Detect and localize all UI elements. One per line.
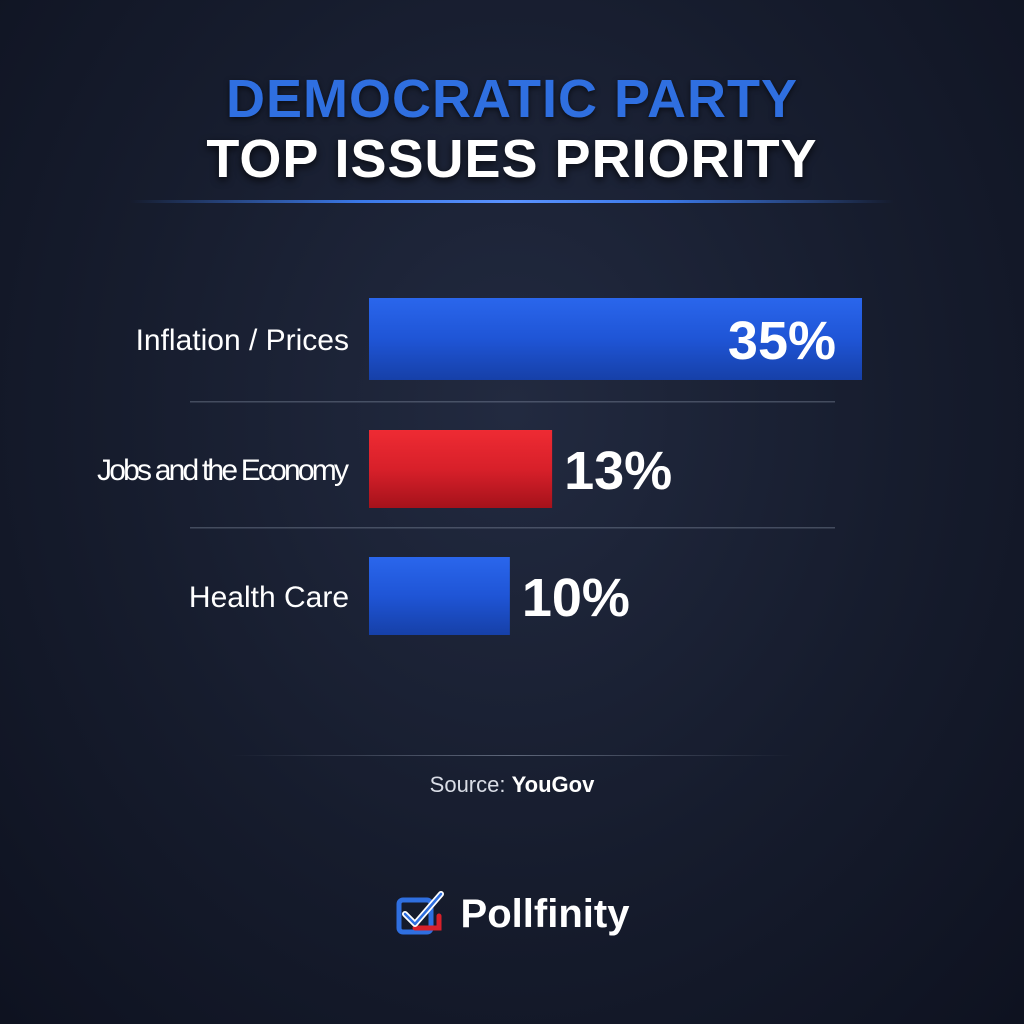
value-label-1: 13%	[564, 441, 672, 501]
row-divider-0	[190, 401, 835, 403]
chart-title-line1: DEMOCRATIC PARTY	[226, 69, 798, 129]
bar-2	[369, 557, 510, 635]
footer-divider	[230, 755, 794, 756]
brand-name: Pollfinity	[460, 892, 630, 936]
category-label-2: Health Care	[189, 581, 349, 614]
chart-title-line2: TOP ISSUES PRIORITY	[206, 129, 818, 189]
category-label-0: Inflation / Prices	[136, 324, 349, 357]
source-name: YouGov	[511, 772, 595, 797]
source-note: Source: YouGov	[0, 772, 1024, 798]
category-label-1: Jobs and the Economy	[97, 454, 349, 487]
value-label-0: 35%	[728, 311, 836, 371]
bar-chart: Inflation / Prices 35% Jobs and the Econom…	[97, 298, 862, 635]
brand-logo: Pollfinity	[0, 888, 1024, 941]
checkbox-check-icon	[395, 888, 449, 941]
row-divider-1	[190, 527, 835, 529]
title-divider	[130, 200, 894, 203]
source-prefix: Source:	[429, 772, 506, 797]
bar-0	[369, 298, 862, 380]
bar-1	[369, 430, 553, 508]
value-label-2: 10%	[522, 568, 630, 628]
